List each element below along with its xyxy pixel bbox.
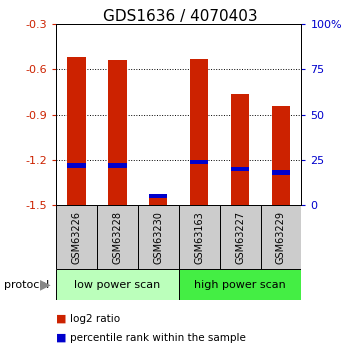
Text: protocol: protocol — [4, 280, 49, 289]
Bar — [190, 159, 208, 164]
Bar — [108, 60, 126, 205]
Bar — [97, 205, 138, 269]
Bar — [67, 57, 86, 205]
Bar — [231, 93, 249, 205]
Text: ■: ■ — [56, 314, 66, 324]
Bar — [138, 205, 179, 269]
Bar — [67, 163, 86, 168]
Text: log2 ratio: log2 ratio — [70, 314, 121, 324]
Bar — [261, 205, 301, 269]
Text: GSM63228: GSM63228 — [112, 211, 122, 264]
Bar — [190, 59, 208, 205]
Bar — [149, 194, 168, 198]
Bar — [108, 163, 126, 168]
Text: GSM63227: GSM63227 — [235, 211, 245, 264]
Text: ▶: ▶ — [40, 278, 51, 292]
Text: GSM63229: GSM63229 — [276, 211, 286, 264]
Text: GSM63226: GSM63226 — [71, 211, 82, 264]
Text: GSM63230: GSM63230 — [153, 211, 163, 264]
Text: low power scan: low power scan — [74, 280, 160, 289]
Bar — [231, 167, 249, 171]
Bar — [149, 195, 168, 205]
Bar — [179, 269, 301, 300]
Text: GSM63163: GSM63163 — [194, 211, 204, 264]
Bar — [56, 205, 97, 269]
Bar — [272, 106, 290, 205]
Bar — [272, 170, 290, 175]
Text: percentile rank within the sample: percentile rank within the sample — [70, 333, 246, 343]
Bar — [179, 205, 219, 269]
Text: GDS1636 / 4070403: GDS1636 / 4070403 — [103, 9, 258, 23]
Text: ■: ■ — [56, 333, 66, 343]
Bar — [219, 205, 261, 269]
Text: high power scan: high power scan — [194, 280, 286, 289]
Bar — [56, 269, 179, 300]
